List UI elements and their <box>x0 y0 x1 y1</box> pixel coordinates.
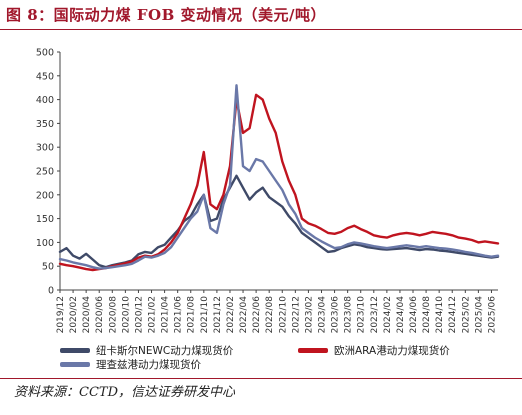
y-tick-label: 350 <box>36 119 54 130</box>
legend-label-newc: 纽卡斯尔NEWC动力煤现货价 <box>96 345 234 357</box>
x-tick-label: 2025/02 <box>461 296 471 333</box>
legend-swatch-richards-bay <box>60 362 90 367</box>
x-tick-label: 2022/12 <box>291 296 301 333</box>
legend-label-ara: 欧洲ARA港动力煤现货价 <box>334 345 450 357</box>
x-tick-label: 2022/02 <box>226 296 236 333</box>
x-tick-label: 2020/02 <box>69 296 79 333</box>
y-tick-label: 250 <box>36 167 54 178</box>
x-tick-label: 2020/08 <box>108 296 118 334</box>
legend-item-richards-bay: 理查兹港动力煤现货价 <box>60 357 201 372</box>
x-tick-label: 2024/10 <box>435 296 445 334</box>
x-tick-label: 2024/12 <box>448 296 458 333</box>
y-tick-label: 200 <box>36 190 54 201</box>
x-tick-label: 2022/08 <box>265 296 275 334</box>
legend-item-newc: 纽卡斯尔NEWC动力煤现货价 <box>60 343 233 358</box>
x-tick-label: 2021/12 <box>213 296 223 333</box>
chart-series-layer <box>58 84 500 272</box>
x-tick-label: 2022/04 <box>239 296 249 334</box>
x-tick-label: 2021/10 <box>200 296 210 334</box>
x-tick-label: 2023/06 <box>331 296 341 334</box>
legend-swatch-ara <box>298 348 328 353</box>
x-tick-label: 2024/04 <box>396 296 406 334</box>
source-divider <box>0 378 522 379</box>
x-tick-label: 2023/04 <box>317 296 327 334</box>
series-line-richards-bay <box>58 84 500 270</box>
y-tick-label: 450 <box>36 71 54 82</box>
x-tick-label: 2023/12 <box>370 296 380 333</box>
x-tick-label: 2020/06 <box>95 296 105 334</box>
legend-item-ara: 欧洲ARA港动力煤现货价 <box>298 343 450 358</box>
y-tick-label: 500 <box>36 48 54 59</box>
x-tick-label: 2021/06 <box>174 296 184 334</box>
x-tick-label: 2023/02 <box>304 296 314 333</box>
y-tick-label: 50 <box>42 262 54 273</box>
x-tick-label: 2022/06 <box>252 296 262 334</box>
x-tick-label: 2025/04 <box>474 296 484 334</box>
y-tick-label: 400 <box>36 95 54 106</box>
x-tick-label: 2020/04 <box>82 296 92 334</box>
y-tick-label: 150 <box>36 214 54 225</box>
figure-title: 图 8：国际动力煤 FOB 变动情况（美元/吨） <box>6 6 326 24</box>
title-divider <box>0 29 522 30</box>
x-tick-label: 2020/10 <box>121 296 131 334</box>
x-tick-label: 2021/08 <box>187 296 197 334</box>
series-line-ara <box>58 93 500 272</box>
y-tick-label: 0 <box>48 286 54 297</box>
legend-swatch-newc <box>60 348 90 353</box>
x-tick-label: 2024/08 <box>422 296 432 334</box>
y-tick-label: 100 <box>36 238 54 249</box>
x-tick-label: 2021/02 <box>148 296 158 333</box>
source-note: 资料来源：CCTD，信达证券研发中心 <box>14 385 235 400</box>
x-tick-label: 2020/12 <box>134 296 144 333</box>
x-tick-label: 2023/08 <box>344 296 354 334</box>
x-tick-label: 2024/06 <box>409 296 419 334</box>
legend-label-richards-bay: 理查兹港动力煤现货价 <box>96 359 201 371</box>
series-line-newc <box>58 174 500 269</box>
x-tick-label: 2024/02 <box>383 296 393 333</box>
x-tick-label: 2023/10 <box>357 296 367 334</box>
x-tick-label: 2019/12 <box>56 296 66 333</box>
x-tick-label: 2025/06 <box>487 296 497 334</box>
x-tick-label: 2021/04 <box>161 296 171 334</box>
y-tick-label: 300 <box>36 143 54 154</box>
x-tick-label: 2022/10 <box>278 296 288 334</box>
